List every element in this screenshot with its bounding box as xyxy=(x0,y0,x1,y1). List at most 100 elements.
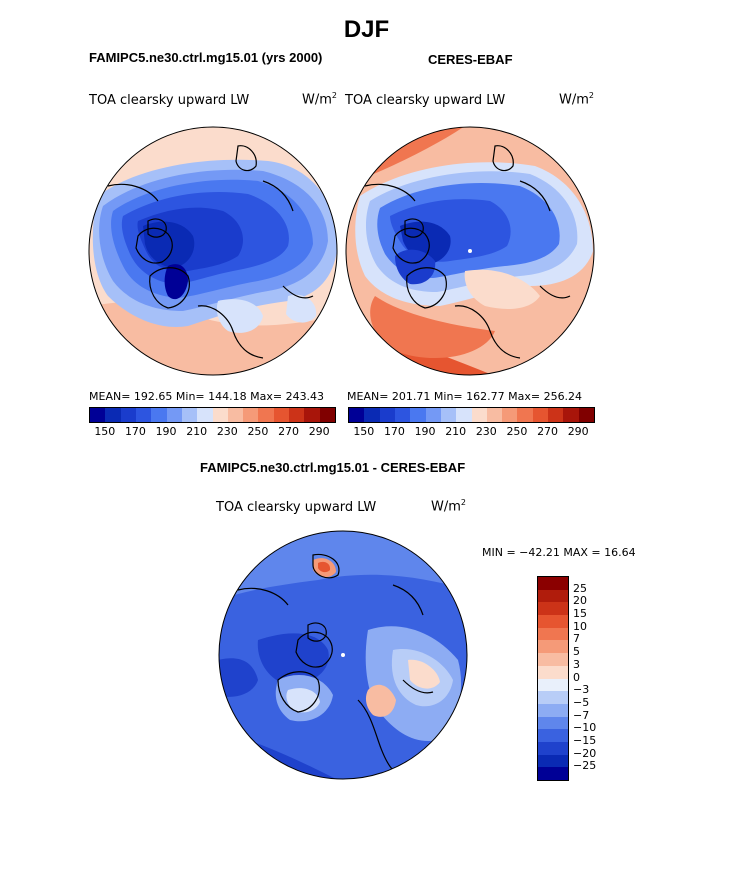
colorbar-swatch xyxy=(212,408,228,422)
colorbar-tick-label: 270 xyxy=(278,425,300,438)
colorbar-swatch xyxy=(538,627,568,641)
colorbar-level-label: −15 xyxy=(573,733,597,747)
colorbar-swatch xyxy=(379,408,395,422)
colorbar-swatch xyxy=(538,665,568,679)
colorbar-level-label: 20 xyxy=(573,594,587,608)
colorbar-swatch xyxy=(538,640,568,654)
obs-colorbar-ticks: 150 170 190 210 230 250 270 290 xyxy=(348,425,593,439)
colorbar-swatch xyxy=(273,408,290,422)
colorbar-swatch xyxy=(456,408,472,422)
colorbar-swatch xyxy=(181,408,198,422)
colorbar-swatch xyxy=(502,408,518,422)
colorbar-swatch xyxy=(548,408,564,422)
colorbar-tick-label: 290 xyxy=(308,425,330,438)
colorbar-swatch xyxy=(471,408,487,422)
obs-polar-map xyxy=(345,126,595,376)
colorbar-level-label: 10 xyxy=(573,619,587,633)
model-units-label: W/m2 xyxy=(302,91,337,108)
colorbar-tick-label: 210 xyxy=(186,425,208,438)
colorbar-tick-label: 190 xyxy=(414,425,436,438)
colorbar-swatch xyxy=(151,408,167,422)
colorbar-swatch xyxy=(538,615,568,628)
colorbar-swatch xyxy=(105,408,121,422)
colorbar-level-label: 0 xyxy=(573,670,580,684)
colorbar-swatch xyxy=(304,408,320,422)
colorbar-swatch xyxy=(538,602,568,616)
colorbar-swatch xyxy=(538,754,568,768)
diff-units-label: W/m2 xyxy=(431,498,466,515)
colorbar-swatch xyxy=(394,408,411,422)
colorbar-swatch xyxy=(517,408,533,422)
colorbar-level-label: −25 xyxy=(573,759,597,773)
colorbar-tick-label: 230 xyxy=(475,425,497,438)
colorbar-swatch xyxy=(425,408,441,422)
colorbar-tick-label: 170 xyxy=(383,425,405,438)
colorbar-level-label: −5 xyxy=(573,695,590,709)
colorbar-level-label: 25 xyxy=(573,581,587,595)
colorbar-swatch xyxy=(90,408,106,422)
colorbar-swatch xyxy=(538,678,568,692)
season-title: DJF xyxy=(343,16,390,43)
colorbar-swatch xyxy=(538,577,568,590)
colorbar-swatch xyxy=(440,408,457,422)
colorbar-swatch xyxy=(532,408,549,422)
colorbar-tick-label: 190 xyxy=(155,425,177,438)
colorbar-level-label: 15 xyxy=(573,607,587,621)
colorbar-swatch xyxy=(486,408,503,422)
colorbar-swatch xyxy=(410,408,426,422)
colorbar-level-label: 7 xyxy=(573,632,580,646)
colorbar-swatch xyxy=(538,653,568,666)
colorbar-swatch xyxy=(538,691,568,704)
model-colorbar-ticks: 150 170 190 210 230 250 270 290 xyxy=(89,425,334,439)
colorbar-tick-label: 250 xyxy=(247,425,269,438)
model-variable-label: TOA clearsky upward LW xyxy=(89,93,250,108)
colorbar-swatch xyxy=(319,408,335,422)
colorbar-tick-label: 250 xyxy=(506,425,528,438)
colorbar-swatch xyxy=(538,716,568,730)
colorbar-level-label: 3 xyxy=(573,657,580,671)
colorbar-swatch xyxy=(120,408,136,422)
colorbar-swatch xyxy=(243,408,259,422)
colorbar-swatch xyxy=(538,589,568,603)
obs-colorbar xyxy=(348,407,595,423)
colorbar-tick-label: 270 xyxy=(537,425,559,438)
obs-title: CERES-EBAF xyxy=(428,52,513,67)
model-stats: MEAN= 192.65 Min= 144.18 Max= 243.43 xyxy=(89,390,325,403)
model-colorbar xyxy=(89,407,336,423)
colorbar-level-label: −7 xyxy=(573,708,590,722)
diff-title: FAMIPC5.ne30.ctrl.mg15.01 - CERES-EBAF xyxy=(200,460,466,475)
obs-variable-label: TOA clearsky upward LW xyxy=(345,93,506,108)
model-title: FAMIPC5.ne30.ctrl.mg15.01 (yrs 2000) xyxy=(89,50,323,65)
obs-stats: MEAN= 201.71 Min= 162.77 Max= 256.24 xyxy=(347,390,583,403)
colorbar-level-label: −3 xyxy=(573,683,590,697)
colorbar-swatch xyxy=(135,408,152,422)
diff-stats: MIN = −42.21 MAX = 16.64 xyxy=(482,546,636,559)
diff-variable-label: TOA clearsky upward LW xyxy=(216,500,377,515)
colorbar-tick-label: 290 xyxy=(567,425,589,438)
colorbar-swatch xyxy=(538,767,568,780)
colorbar-swatch xyxy=(258,408,274,422)
colorbar-level-label: −10 xyxy=(573,721,597,735)
diff-polar-map xyxy=(218,530,468,780)
colorbar-level-label: 5 xyxy=(573,645,580,659)
colorbar-swatch xyxy=(578,408,594,422)
colorbar-level-label: −20 xyxy=(573,746,597,760)
colorbar-swatch xyxy=(563,408,579,422)
colorbar-tick-label: 170 xyxy=(124,425,146,438)
colorbar-swatch xyxy=(538,741,568,755)
colorbar-swatch xyxy=(227,408,244,422)
colorbar-tick-label: 230 xyxy=(216,425,238,438)
model-polar-map xyxy=(88,126,338,376)
colorbar-swatch xyxy=(166,408,182,422)
colorbar-swatch xyxy=(538,729,568,742)
colorbar-tick-label: 150 xyxy=(353,425,375,438)
colorbar-swatch xyxy=(289,408,305,422)
colorbar-swatch xyxy=(349,408,365,422)
colorbar-swatch xyxy=(197,408,213,422)
diff-colorbar xyxy=(537,576,569,781)
colorbar-swatch xyxy=(538,703,568,717)
colorbar-swatch xyxy=(364,408,380,422)
colorbar-tick-label: 210 xyxy=(445,425,467,438)
obs-units-label: W/m2 xyxy=(559,91,594,108)
colorbar-tick-label: 150 xyxy=(94,425,116,438)
